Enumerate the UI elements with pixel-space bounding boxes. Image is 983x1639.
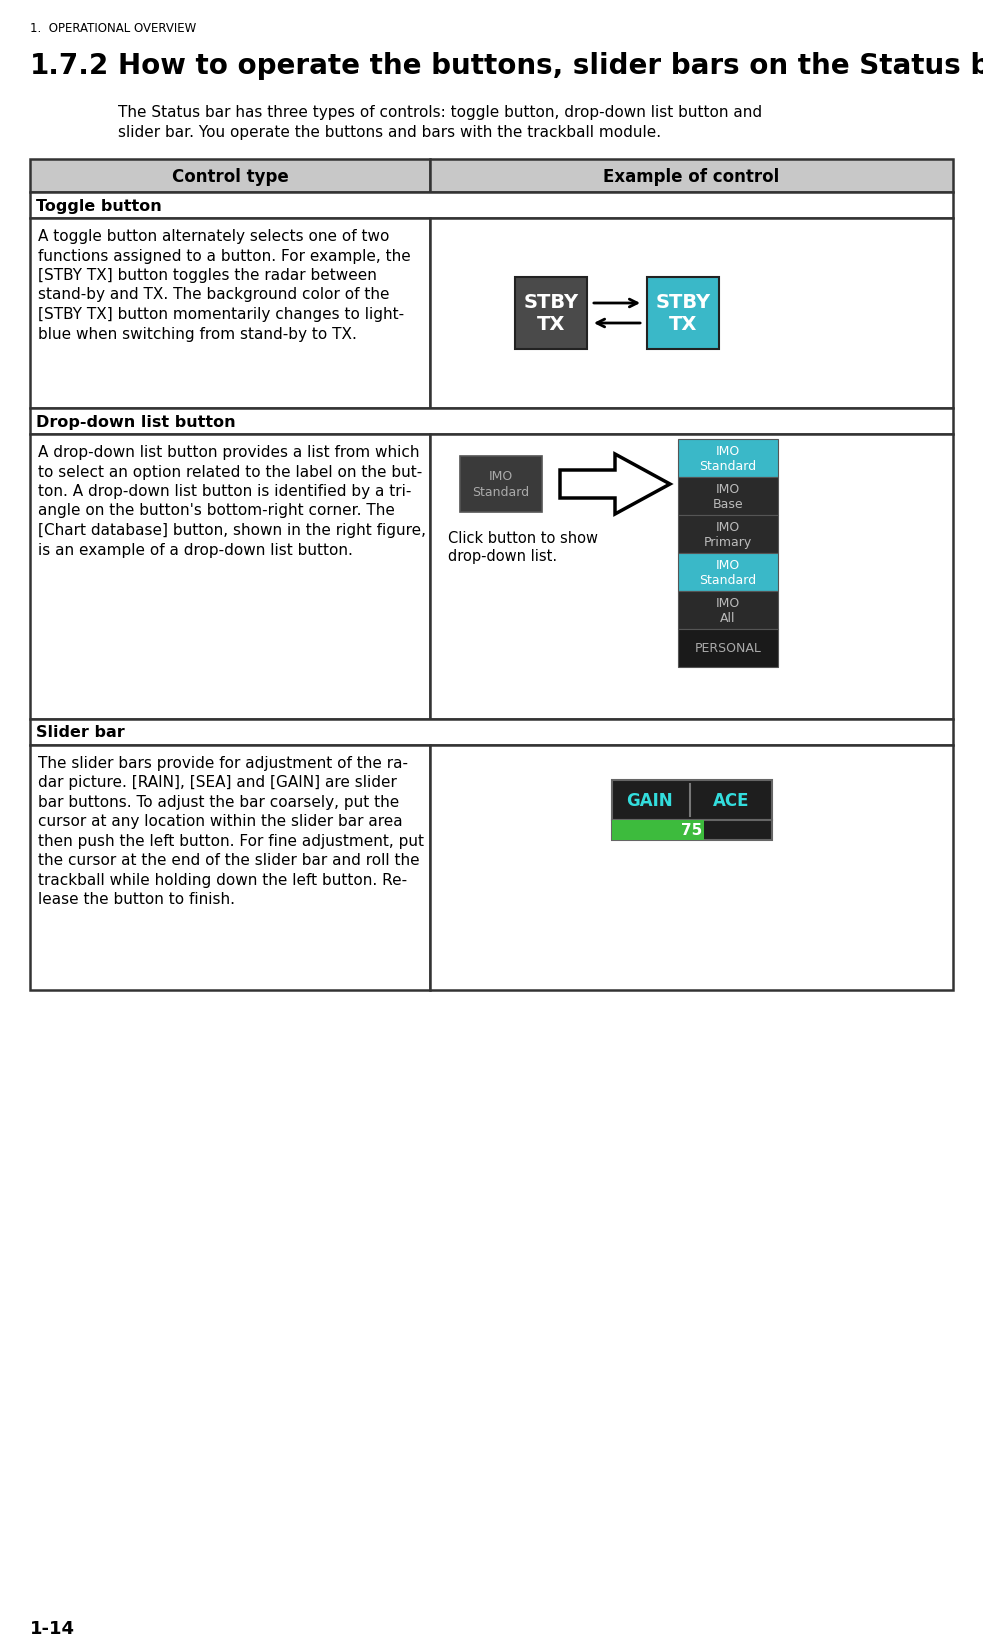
Bar xyxy=(678,477,778,516)
Text: The slider bars provide for adjustment of the ra-: The slider bars provide for adjustment o… xyxy=(38,756,408,770)
Bar xyxy=(30,193,953,220)
Polygon shape xyxy=(560,454,670,515)
Text: 1.  OPERATIONAL OVERVIEW: 1. OPERATIONAL OVERVIEW xyxy=(30,21,197,34)
Bar xyxy=(30,720,953,746)
Text: PERSONAL: PERSONAL xyxy=(695,642,762,656)
Bar xyxy=(460,457,542,513)
Bar xyxy=(30,161,430,193)
Text: IMO
Standard: IMO Standard xyxy=(700,559,757,587)
Bar xyxy=(678,554,778,592)
Bar xyxy=(678,592,778,629)
Text: then push the left button. For fine adjustment, put: then push the left button. For fine adju… xyxy=(38,834,424,849)
Text: ACE: ACE xyxy=(714,792,750,810)
Text: Example of control: Example of control xyxy=(604,167,780,185)
Text: STBY
TX: STBY TX xyxy=(656,293,711,334)
Text: STBY
TX: STBY TX xyxy=(523,293,579,334)
Bar xyxy=(30,746,430,990)
Text: to select an option related to the label on the but-: to select an option related to the label… xyxy=(38,464,423,479)
Text: Slider bar: Slider bar xyxy=(36,724,125,741)
Text: How to operate the buttons, slider bars on the Status bar: How to operate the buttons, slider bars … xyxy=(118,52,983,80)
Bar xyxy=(678,439,778,477)
Bar xyxy=(611,821,772,841)
Text: cursor at any location within the slider bar area: cursor at any location within the slider… xyxy=(38,815,403,829)
Bar xyxy=(430,161,953,193)
Bar xyxy=(611,780,772,821)
Text: The Status bar has three types of controls: toggle button, drop-down list button: The Status bar has three types of contro… xyxy=(118,105,762,120)
Bar xyxy=(430,220,953,408)
Bar xyxy=(430,746,953,990)
Text: IMO
All: IMO All xyxy=(716,597,740,624)
Text: 1-14: 1-14 xyxy=(30,1619,75,1637)
Bar xyxy=(647,279,719,349)
Bar xyxy=(30,220,430,408)
Bar xyxy=(678,516,778,554)
Text: Control type: Control type xyxy=(172,167,288,185)
Text: IMO
Standard: IMO Standard xyxy=(700,444,757,472)
Text: trackball while holding down the left button. Re-: trackball while holding down the left bu… xyxy=(38,872,407,887)
Text: A drop-down list button provides a list from which: A drop-down list button provides a list … xyxy=(38,444,420,459)
Bar xyxy=(430,434,953,720)
Text: the cursor at the end of the slider bar and roll the: the cursor at the end of the slider bar … xyxy=(38,852,420,869)
Text: [Chart database] button, shown in the right figure,: [Chart database] button, shown in the ri… xyxy=(38,523,426,538)
Bar xyxy=(515,279,587,349)
Text: Click button to show: Click button to show xyxy=(448,531,598,546)
Text: lease the button to finish.: lease the button to finish. xyxy=(38,892,235,906)
Text: [STBY TX] button momentarily changes to light-: [STBY TX] button momentarily changes to … xyxy=(38,306,404,321)
Text: IMO
Primary: IMO Primary xyxy=(704,521,752,549)
Text: stand-by and TX. The background color of the: stand-by and TX. The background color of… xyxy=(38,287,389,302)
Text: A toggle button alternately selects one of two: A toggle button alternately selects one … xyxy=(38,229,389,244)
Text: functions assigned to a button. For example, the: functions assigned to a button. For exam… xyxy=(38,249,411,264)
Text: Drop-down list button: Drop-down list button xyxy=(36,415,236,429)
Text: IMO
Base: IMO Base xyxy=(713,484,743,510)
Text: blue when switching from stand-by to TX.: blue when switching from stand-by to TX. xyxy=(38,326,357,341)
Text: 1.7.2: 1.7.2 xyxy=(30,52,109,80)
Text: is an example of a drop-down list button.: is an example of a drop-down list button… xyxy=(38,543,353,557)
Text: angle on the button's bottom-right corner. The: angle on the button's bottom-right corne… xyxy=(38,503,395,518)
Bar xyxy=(678,629,778,667)
Text: [STBY TX] button toggles the radar between: [STBY TX] button toggles the radar betwe… xyxy=(38,267,376,284)
Text: IMO
Standard: IMO Standard xyxy=(473,470,530,500)
Text: GAIN: GAIN xyxy=(626,792,672,810)
Text: bar buttons. To adjust the bar coarsely, put the: bar buttons. To adjust the bar coarsely,… xyxy=(38,795,399,810)
Text: Toggle button: Toggle button xyxy=(36,198,162,213)
Bar xyxy=(611,821,704,841)
Text: drop-down list.: drop-down list. xyxy=(448,549,557,564)
Text: 75: 75 xyxy=(681,823,702,838)
Text: dar picture. [RAIN], [SEA] and [GAIN] are slider: dar picture. [RAIN], [SEA] and [GAIN] ar… xyxy=(38,775,397,790)
Text: slider bar. You operate the buttons and bars with the trackball module.: slider bar. You operate the buttons and … xyxy=(118,125,662,139)
Text: ton. A drop-down list button is identified by a tri-: ton. A drop-down list button is identifi… xyxy=(38,484,411,498)
Bar xyxy=(30,408,953,434)
Bar xyxy=(30,434,430,720)
